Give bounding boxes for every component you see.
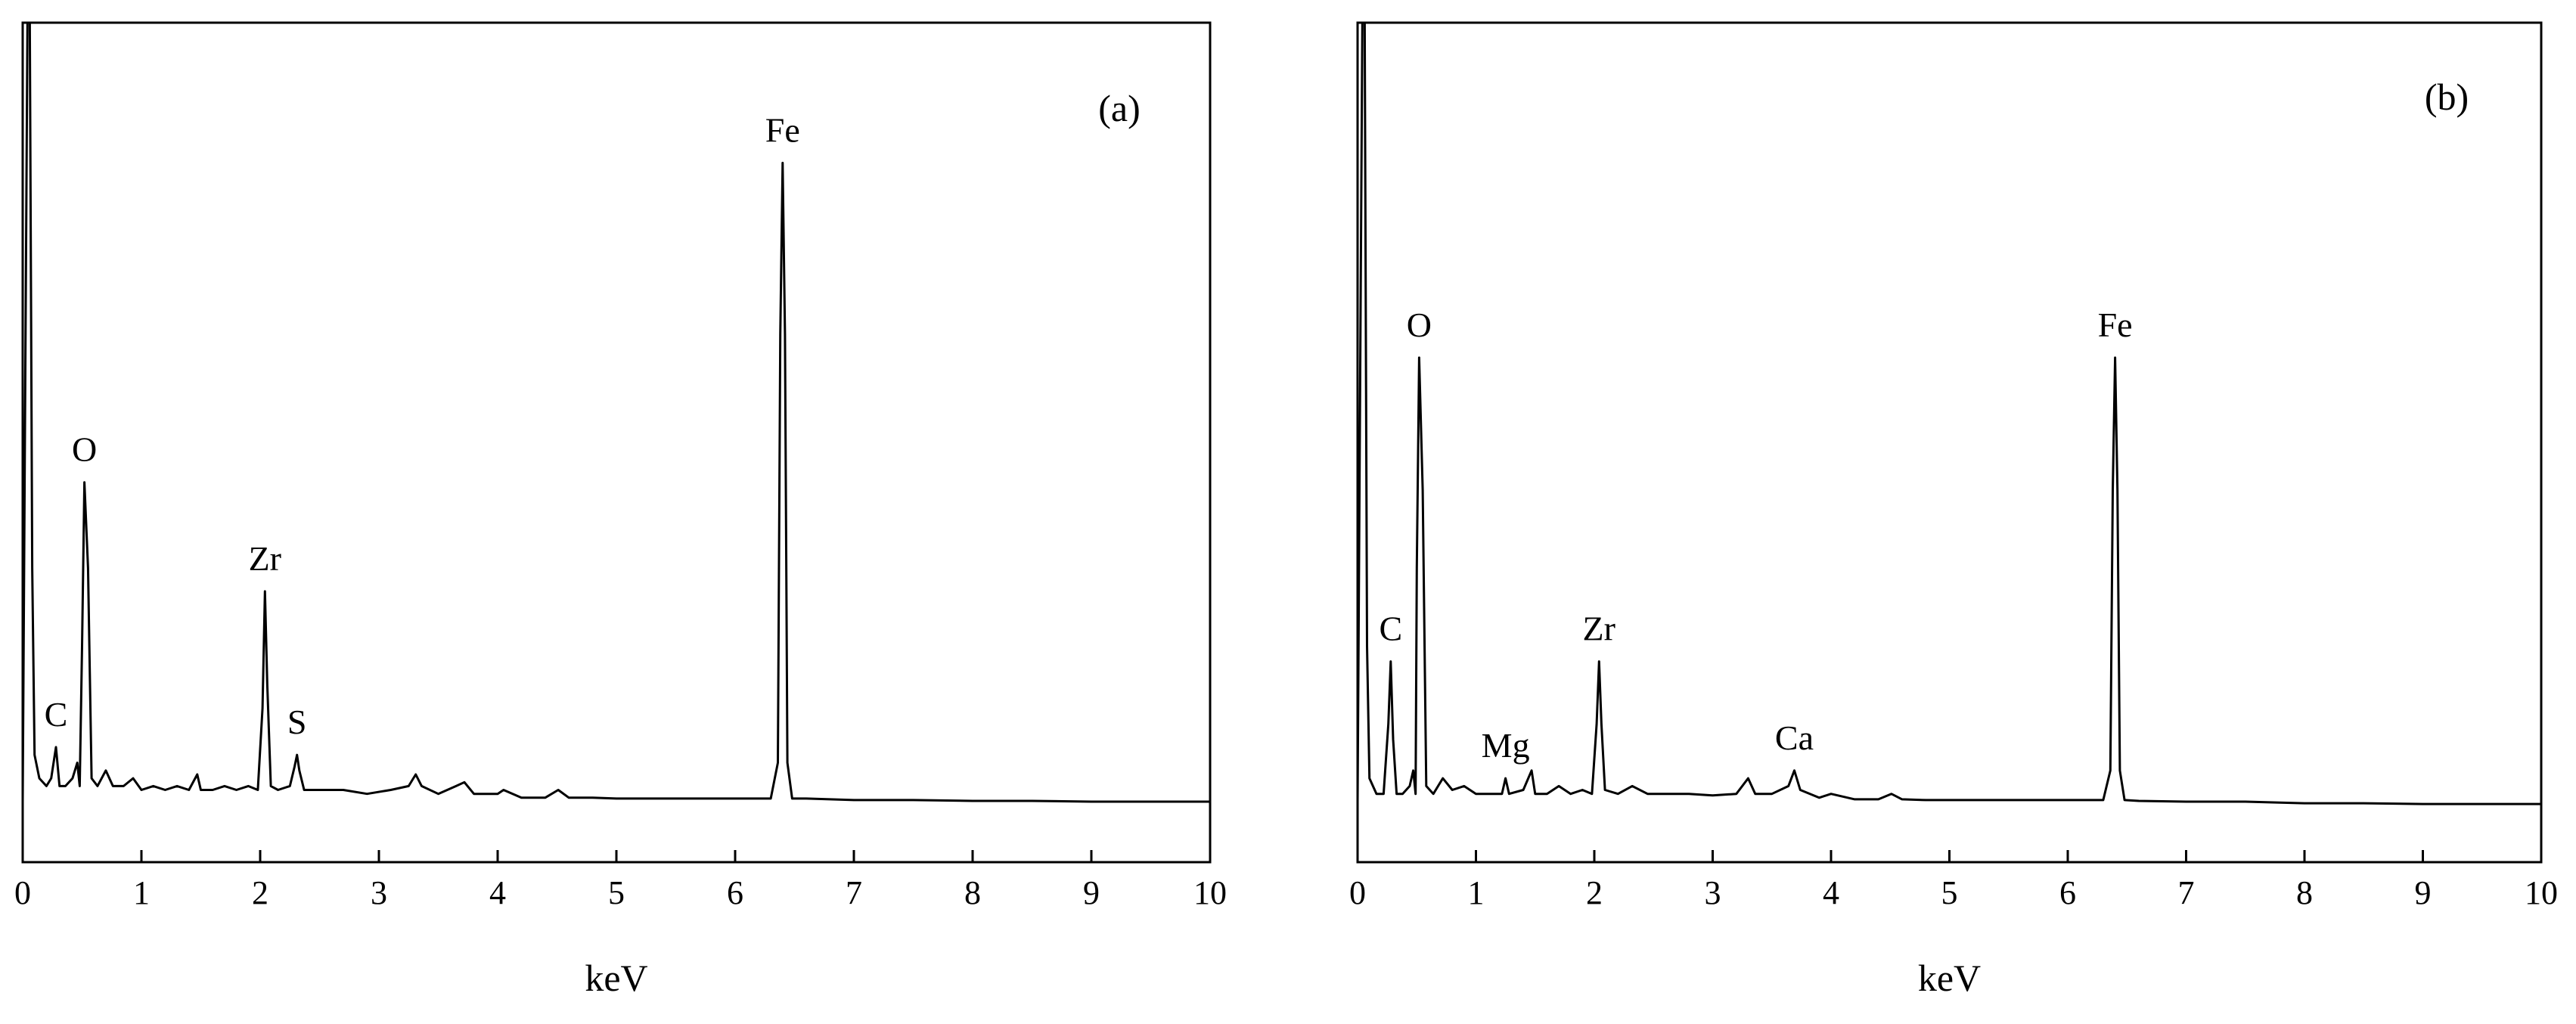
x-tick-label: 8 xyxy=(964,874,981,911)
x-axis-title: keV xyxy=(1918,957,1981,999)
x-tick-label: 10 xyxy=(1193,874,1227,911)
x-tick-label: 7 xyxy=(2178,874,2195,911)
peak-label-ca: Ca xyxy=(1775,718,1814,757)
x-axis-title: keV xyxy=(585,957,647,999)
x-tick-label: 2 xyxy=(252,874,268,911)
peak-label-zr: Zr xyxy=(249,539,281,578)
peak-label-c: C xyxy=(45,695,68,734)
peak-label-fe: Fe xyxy=(765,110,800,149)
peak-label-mg: Mg xyxy=(1482,726,1530,765)
peak-label-o: O xyxy=(72,430,97,469)
peak-label-s: S xyxy=(287,703,307,741)
x-tick-label: 1 xyxy=(133,874,150,911)
peak-label-c: C xyxy=(1379,610,1402,648)
x-tick-label: 7 xyxy=(846,874,862,911)
x-tick-label: 8 xyxy=(2296,874,2313,911)
x-tick-label: 6 xyxy=(2059,874,2076,911)
x-tick-label: 0 xyxy=(14,874,31,911)
x-tick-label: 9 xyxy=(2415,874,2432,911)
x-tick-label: 4 xyxy=(489,874,506,911)
x-tick-label: 2 xyxy=(1586,874,1603,911)
plot-frame xyxy=(1356,21,2543,864)
x-tick-label: 5 xyxy=(1941,874,1958,911)
x-tick-label: 9 xyxy=(1083,874,1100,911)
peak-label-fe: Fe xyxy=(2098,306,2133,344)
x-tick-label: 0 xyxy=(1349,874,1366,911)
spectrum-line xyxy=(23,23,1210,803)
chart-panel-b: 0 1 2 3 4 5 6 7 8 9 10 keV (b) C O Mg Zr Ca Fe xyxy=(1349,21,2558,999)
x-tick-label: 3 xyxy=(371,874,387,911)
x-tick-label: 1 xyxy=(1468,874,1485,911)
peak-label-zr: Zr xyxy=(1583,610,1615,648)
plot-frame xyxy=(21,21,1212,864)
x-tick-label: 5 xyxy=(608,874,625,911)
x-tick-label: 10 xyxy=(2525,874,2558,911)
peak-label-o: O xyxy=(1407,306,1432,344)
spectrum-line xyxy=(1358,23,2541,805)
x-tick-label: 6 xyxy=(727,874,743,911)
panel-label: (a) xyxy=(1098,87,1141,129)
panel-label: (b) xyxy=(2425,76,2469,118)
chart-panel-a: 0 1 2 3 4 5 6 7 8 9 10 keV (a) C O Zr S Fe xyxy=(14,21,1227,999)
x-tick-label: 3 xyxy=(1705,874,1721,911)
x-tick-label: 4 xyxy=(1823,874,1839,911)
